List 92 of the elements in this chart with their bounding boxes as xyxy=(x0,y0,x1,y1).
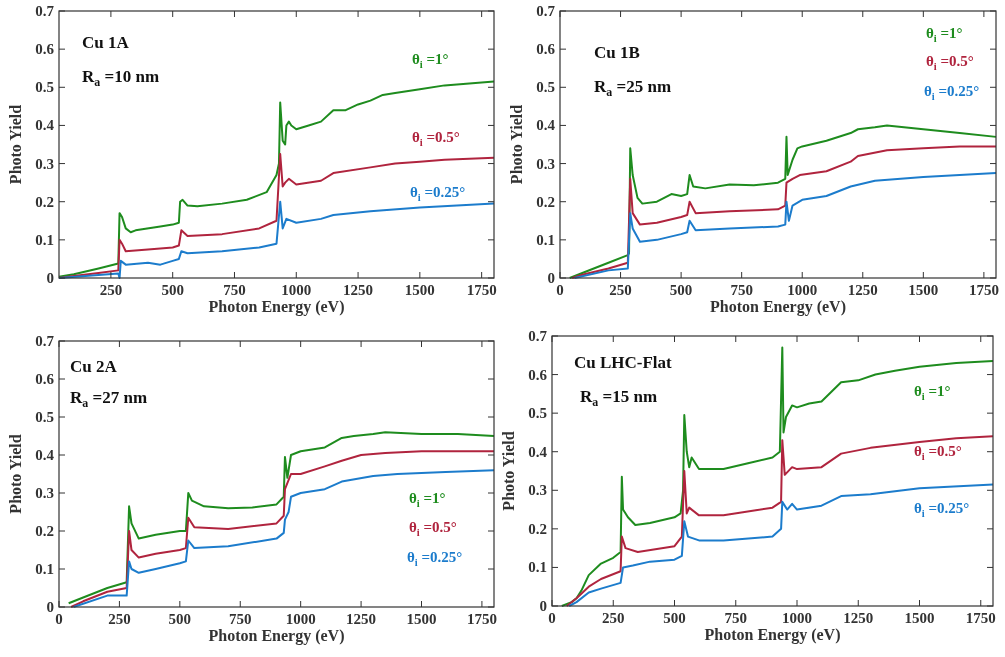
y-tick-label: 0.3 xyxy=(35,485,54,501)
y-tick-label: 0.5 xyxy=(35,409,54,425)
y-tick-label: 0 xyxy=(547,270,555,286)
x-tick-label: 250 xyxy=(609,282,632,298)
x-tick-label: 1000 xyxy=(787,282,818,298)
y-tick-label: 0.1 xyxy=(35,561,54,577)
text: Cu LHC-Flat xyxy=(574,353,673,372)
x-tick-label: 1250 xyxy=(843,610,874,626)
series-label: θ$_{i}$=0.25° xyxy=(410,184,466,203)
x-tick-label: 1750 xyxy=(466,611,497,627)
x-tick-label: 1750 xyxy=(466,282,497,298)
y-tick-label: 0.4 xyxy=(35,117,55,134)
annotation: R$_{a}$=15 nm xyxy=(580,387,658,410)
x-axis-title: Photon Energy (eV) xyxy=(710,298,846,316)
y-tick-label: 0.7 xyxy=(35,3,55,19)
y-tick-label: 0.1 xyxy=(35,231,54,248)
x-tick-label: 1000 xyxy=(281,282,312,298)
x-axis-title: Photon Energy (eV) xyxy=(208,627,345,645)
y-tick-label: 0.4 xyxy=(35,447,55,463)
y-tick-label: 0.5 xyxy=(536,79,555,96)
line-series xyxy=(58,80,495,278)
x-tick-label: 1250 xyxy=(847,282,878,298)
y-tick-label: 0.1 xyxy=(536,231,555,248)
x-tick-label: 750 xyxy=(223,282,246,298)
y-tick-label: 0.2 xyxy=(528,520,547,537)
text: Cu 2A xyxy=(70,357,118,376)
y-tick-label: 0 xyxy=(539,598,547,614)
x-tick-label: 1750 xyxy=(965,610,996,626)
x-axis-title: Photon Energy (eV) xyxy=(704,626,841,644)
x-tick-label: 500 xyxy=(669,282,693,298)
x-tick-label: 1500 xyxy=(404,282,435,298)
text: θ$_{i}$=1° xyxy=(926,25,963,44)
y-tick-label: 0.6 xyxy=(35,41,55,58)
y-tick-label: 0.6 xyxy=(528,366,548,383)
y-tick-label: 0.4 xyxy=(528,443,548,460)
y-tick-label: 0.6 xyxy=(35,371,55,387)
series-label: θ$_{i}$=0.5° xyxy=(412,129,460,148)
line-series xyxy=(560,346,994,607)
y-tick-label: 0 xyxy=(46,270,54,286)
y-tick-label: 0.3 xyxy=(35,155,54,172)
x-tick-label: 1250 xyxy=(346,611,377,627)
text: Cu 1A xyxy=(82,33,130,52)
y-tick-label: 0.3 xyxy=(536,155,555,172)
y-tick-label: 0.6 xyxy=(536,41,556,58)
y-tick-label: 0.2 xyxy=(35,523,54,539)
text: Cu 1B xyxy=(594,43,640,62)
x-tick-label: 1000 xyxy=(782,610,812,626)
text: θ$_{i}$=0.25° xyxy=(407,549,463,568)
text: θ$_{i}$=0.5° xyxy=(926,53,974,72)
x-tick-label: 750 xyxy=(724,610,747,626)
text: θ$_{i}$=1° xyxy=(409,490,446,509)
x-tick-label: 500 xyxy=(168,611,192,627)
y-tick-label: 0.7 xyxy=(528,328,548,344)
y-tick-label: 0.7 xyxy=(35,333,55,349)
x-tick-label: 750 xyxy=(730,282,753,298)
series-label: θ$_{i}$=0.25° xyxy=(914,500,970,519)
y-tick-label: 0 xyxy=(46,599,54,615)
y-axis-title: Photo Yield xyxy=(7,434,24,514)
text: θ$_{i}$=0.5° xyxy=(409,519,457,538)
x-tick-label: 500 xyxy=(663,610,686,626)
x-tick-label: 1250 xyxy=(343,282,374,298)
x-tick-label: 1750 xyxy=(968,282,999,298)
x-tick-label: 250 xyxy=(99,282,123,298)
annotation: R$_{a}$=25 nm xyxy=(594,77,672,100)
text: θ$_{i}$=0.25° xyxy=(924,83,980,102)
y-tick-label: 0.2 xyxy=(536,193,555,210)
x-axis-title: Photon Energy (eV) xyxy=(208,298,345,316)
y-axis-title: Photo Yield xyxy=(500,431,517,511)
x-tick-label: 1500 xyxy=(908,282,939,298)
y-tick-label: 0.4 xyxy=(536,117,556,134)
x-tick-label: 1500 xyxy=(406,611,437,627)
series-label: θ$_{i}$=1° xyxy=(914,383,951,402)
annotation: R$_{a}$=27 nm xyxy=(70,388,148,411)
line-series xyxy=(568,483,994,607)
annotation: R$_{a}$=10 nm xyxy=(82,67,160,90)
series-label: θ$_{i}$=1° xyxy=(412,51,449,70)
y-tick-label: 0.5 xyxy=(528,405,547,422)
y-tick-label: 0.1 xyxy=(528,559,547,576)
x-tick-label: 1500 xyxy=(904,610,935,626)
x-tick-label: 250 xyxy=(108,611,131,627)
y-tick-label: 0.5 xyxy=(35,79,54,96)
y-tick-label: 0.3 xyxy=(528,482,547,499)
line-series xyxy=(565,435,994,607)
x-tick-label: 500 xyxy=(161,282,184,298)
series-label: θ$_{i}$=0.5° xyxy=(914,443,962,462)
y-tick-label: 0.7 xyxy=(536,3,556,19)
y-tick-label: 0.2 xyxy=(35,193,54,210)
x-tick-label: 1000 xyxy=(285,611,316,627)
y-axis-title: Photo Yield xyxy=(508,104,525,185)
y-axis-title: Photo Yield xyxy=(7,104,24,185)
x-tick-label: 750 xyxy=(229,611,252,627)
x-tick-label: 250 xyxy=(602,610,625,626)
